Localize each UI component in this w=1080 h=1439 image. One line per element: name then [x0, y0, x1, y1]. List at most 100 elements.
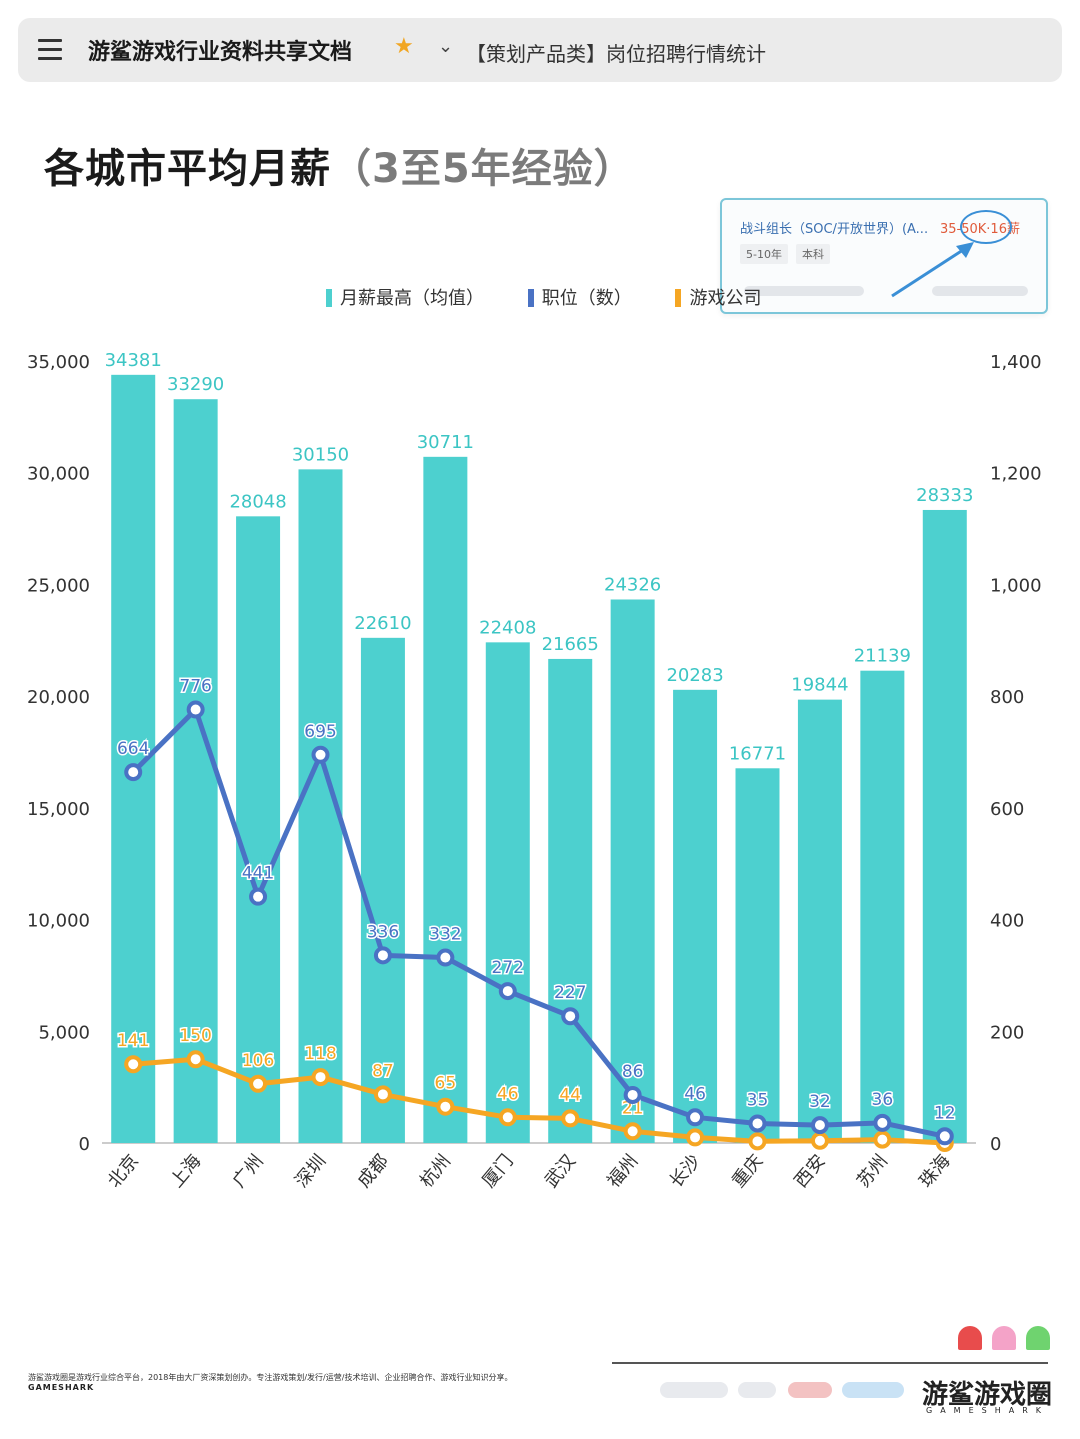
- positions-point: [436, 948, 455, 967]
- positions-point: [186, 700, 205, 719]
- bar-value-label: 20283: [666, 665, 723, 686]
- companies-line: [133, 1056, 945, 1146]
- doc-title[interactable]: 【策划产品类】岗位招聘行情统计: [466, 42, 766, 66]
- positions-value-label: 46: [684, 1084, 706, 1104]
- positions-value-label: 36: [872, 1090, 894, 1110]
- positions-value-label: 332: [429, 925, 461, 945]
- positions-value-label: 441: [242, 864, 274, 884]
- positions-point: [748, 1114, 767, 1133]
- positions-value-label: 86: [622, 1062, 644, 1082]
- bar: [610, 599, 655, 1143]
- partner-logo: [660, 1382, 728, 1398]
- x-tick-label: 武汉: [541, 1151, 580, 1192]
- partner-logo: [842, 1382, 904, 1398]
- y-right-tick-label: 0: [990, 1134, 1001, 1155]
- y-left-tick-label: 25,000: [27, 575, 90, 596]
- positions-point: [561, 1007, 580, 1026]
- positions-value-label: 12: [934, 1103, 956, 1123]
- x-tick-label: 厦门: [478, 1151, 517, 1192]
- ghost-icon-red: [958, 1326, 982, 1350]
- bar: [735, 768, 780, 1143]
- bar-value-label: 28333: [916, 485, 973, 506]
- bar-value-label: 30711: [417, 432, 474, 453]
- companies-value-label: 87: [372, 1061, 394, 1081]
- brand-logo: 游鲨游戏圈: [922, 1380, 1053, 1410]
- page-title: 各城市平均月薪（3至5年经验）: [44, 136, 635, 194]
- positions-line: [131, 707, 946, 1139]
- y-left-tick-label: 10,000: [27, 911, 90, 932]
- top-bar: 游鲨游戏行业资料共享文档 ★ ⌄ 【策划产品类】岗位招聘行情统计: [18, 18, 1062, 82]
- positions-point: [498, 982, 517, 1001]
- companies-point: [124, 1055, 143, 1074]
- bar-value-label: 24326: [604, 574, 661, 595]
- companies-point: [373, 1085, 392, 1104]
- companies-point: [561, 1109, 580, 1128]
- positions-point: [686, 1108, 705, 1127]
- companies-point: [311, 1068, 330, 1087]
- positions-value-label: 336: [367, 922, 399, 942]
- footer-divider: [612, 1362, 1048, 1364]
- partner-logo: [738, 1382, 776, 1398]
- companies-point: [249, 1074, 268, 1093]
- companies-value-label: 150: [179, 1026, 211, 1046]
- y-left-tick-label: 35,000: [27, 352, 90, 373]
- blurred-location: [932, 286, 1028, 296]
- brand-logo-sub: GAMESHARK: [926, 1406, 1049, 1415]
- bar: [423, 456, 468, 1144]
- companies-point: [498, 1108, 517, 1127]
- partner-logo: [788, 1382, 832, 1398]
- y-right-tick-label: 1,400: [990, 352, 1042, 373]
- bar-value-label: 19844: [791, 675, 848, 696]
- positions-value-label: 664: [117, 739, 149, 759]
- ghost-icon-pink: [992, 1326, 1016, 1350]
- x-tick-label: 福州: [603, 1151, 642, 1192]
- bar: [173, 399, 218, 1143]
- bar: [548, 658, 593, 1143]
- legend-item-salary[interactable]: 月薪最高（均值）: [326, 284, 484, 310]
- positions-point: [311, 745, 330, 764]
- bar-value-label: 16771: [729, 743, 786, 764]
- legend-item-companies[interactable]: 游戏公司: [675, 284, 761, 310]
- positions-point: [873, 1113, 892, 1132]
- menu-icon[interactable]: [38, 39, 62, 61]
- positions-point: [623, 1085, 642, 1104]
- app-title: 游鲨游戏行业资料共享文档: [88, 40, 353, 65]
- y-right-tick-label: 800: [990, 687, 1024, 708]
- companies-point: [686, 1128, 705, 1147]
- positions-point: [249, 887, 268, 906]
- companies-point: [810, 1131, 829, 1150]
- positions-point: [124, 763, 143, 782]
- x-tick-label: 成都: [354, 1151, 393, 1192]
- x-tick-label: 重庆: [728, 1151, 767, 1192]
- positions-value-label: 776: [179, 677, 211, 697]
- bar: [797, 699, 842, 1143]
- bar-value-label: 33290: [167, 374, 224, 395]
- legend-item-positions[interactable]: 职位（数）: [527, 284, 632, 310]
- x-tick-label: 苏州: [853, 1151, 892, 1192]
- x-tick-label: 珠海: [915, 1151, 954, 1192]
- bar-value-label: 28048: [229, 491, 286, 512]
- bar-value-label: 21139: [854, 646, 911, 667]
- companies-value-label: 118: [304, 1044, 336, 1064]
- bar-value-label: 22408: [479, 617, 536, 638]
- bar: [236, 516, 281, 1143]
- bar: [922, 509, 967, 1143]
- positions-value-label: 272: [492, 958, 524, 978]
- job-title: 战斗组长（SOC/开放世界）(A...: [740, 222, 929, 237]
- companies-value-label: 46: [497, 1084, 519, 1104]
- y-right-tick-label: 1,000: [990, 575, 1042, 596]
- y-left-tick-label: 0: [79, 1134, 90, 1155]
- job-tag-degree: 本科: [796, 244, 830, 264]
- job-tag-experience: 5-10年: [740, 244, 788, 264]
- bar: [360, 637, 405, 1143]
- positions-value-label: 227: [554, 983, 586, 1003]
- star-icon[interactable]: ★: [394, 34, 414, 59]
- x-tick-label: 长沙: [666, 1151, 705, 1192]
- arrow-icon: [891, 242, 974, 298]
- highlight-circle: [960, 210, 1012, 244]
- y-left-tick-label: 15,000: [27, 799, 90, 820]
- positions-value-label: 695: [304, 722, 336, 742]
- job-card-screenshot: 战斗组长（SOC/开放世界）(A... 35-50K·16薪 5-10年 本科: [720, 198, 1048, 314]
- positions-point: [935, 1127, 954, 1146]
- chevron-down-icon[interactable]: ⌄: [438, 36, 454, 57]
